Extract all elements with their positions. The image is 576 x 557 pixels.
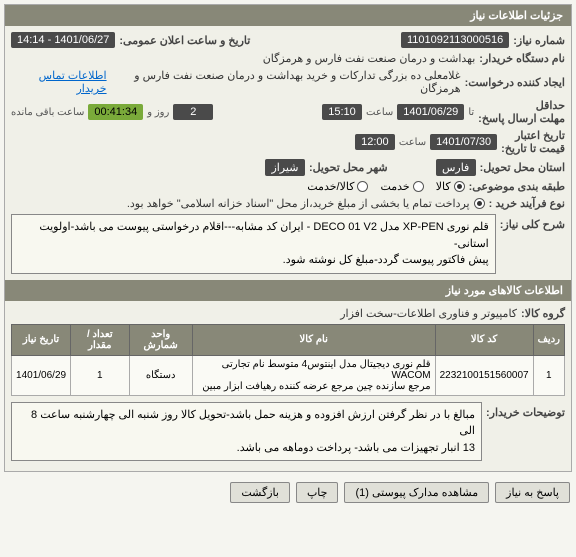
delivery-city-label: شهر محل تحویل: xyxy=(309,161,388,174)
cell-unit: دستگاه xyxy=(129,355,192,395)
deadline-date: 1401/06/29 xyxy=(397,104,464,120)
delivery-state: فارس xyxy=(436,159,476,176)
col-name: نام کالا xyxy=(192,324,435,355)
row-category: طبقه بندی موضوعی: کالا خدمت کالا/خدمت xyxy=(11,180,565,193)
announce-value: 1401/06/27 - 14:14 xyxy=(11,32,115,48)
deadline-label: حداقل مهلت ارسال پاسخ: xyxy=(478,99,565,125)
goods-group-value: کامپیوتر و فناوری اطلاعات-سخت افزار xyxy=(340,307,517,320)
delivery-state-label: استان محل تحویل: xyxy=(480,161,565,174)
purchase-type-label: نوع فرآیند خرید : xyxy=(489,197,565,210)
radio-service[interactable]: خدمت xyxy=(380,180,423,193)
main-panel: جزئیات اطلاعات نیاز شماره نیاز: 11010921… xyxy=(4,4,572,472)
purchase-type-text: پرداخت تمام یا بخشی از مبلغ خرید،از محل … xyxy=(127,197,470,210)
radio-both-label: کالا/خدمت xyxy=(307,180,354,193)
col-unit: واحد شمارش xyxy=(129,324,192,355)
buyer-value: بهداشت و درمان صنعت نفت فارس و هرمزگان xyxy=(263,52,476,65)
validity-label: تاریخ اعتبار قیمت تا تاریخ: xyxy=(501,129,565,155)
need-number-label: شماره نیاز: xyxy=(513,34,565,47)
need-number-value: 1101092113000516 xyxy=(401,32,509,48)
radio-goods-circle xyxy=(454,181,465,192)
need-desc-box: قلم نوری XP-PEN مدل DECO 01 V2 - ایران ک… xyxy=(11,214,496,274)
category-label: طبقه بندی موضوعی: xyxy=(469,180,565,193)
goods-section-header: اطلاعات کالاهای مورد نیاز xyxy=(5,280,571,301)
cell-qty: 1 xyxy=(71,355,129,395)
row-creator: ایجاد کننده درخواست: غلامعلی ده بزرگی تد… xyxy=(11,69,565,95)
goods-group-label: گروه کالا: xyxy=(521,307,565,320)
cell-idx: 1 xyxy=(533,355,564,395)
contact-link[interactable]: اطلاعات تماس خریدار xyxy=(11,69,107,95)
buyer-notes-box: مبالغ با در نظر گرفتن ارزش افزوده و هزین… xyxy=(11,402,482,462)
goods-table: ردیف کد کالا نام کالا واحد شمارش تعداد /… xyxy=(11,324,565,396)
remaining-suffix: ساعت باقی مانده xyxy=(11,107,84,118)
category-radio-group: کالا خدمت کالا/خدمت xyxy=(307,180,464,193)
row-validity: تاریخ اعتبار قیمت تا تاریخ: 1401/07/30 س… xyxy=(11,129,565,155)
cell-date: 1401/06/29 xyxy=(12,355,71,395)
deadline-time: 15:10 xyxy=(322,104,362,120)
validity-date: 1401/07/30 xyxy=(430,134,497,150)
buyer-notes-label: توضیحات خریدار: xyxy=(486,402,565,419)
day-and-label: روز و xyxy=(147,107,169,118)
radio-service-circle xyxy=(413,181,424,192)
reply-button[interactable]: پاسخ به نیاز xyxy=(495,482,570,503)
creator-value: غلامعلی ده بزرگی تدارکات و خرید بهداشت و… xyxy=(111,69,461,95)
back-button[interactable]: بازگشت xyxy=(230,482,290,503)
col-qty: تعداد / مقدار xyxy=(71,324,129,355)
col-code: کد کالا xyxy=(435,324,533,355)
panel-body: شماره نیاز: 1101092113000516 تاریخ و ساع… xyxy=(5,26,571,471)
hour-label-1: ساعت xyxy=(366,107,393,118)
row-need-desc: شرح کلی نیاز: قلم نوری XP-PEN مدل DECO 0… xyxy=(11,214,565,274)
validity-time: 12:00 xyxy=(355,134,395,150)
buyer-label: نام دستگاه خریدار: xyxy=(479,52,565,65)
panel-title: جزئیات اطلاعات نیاز xyxy=(5,5,571,26)
radio-both[interactable]: کالا/خدمت xyxy=(307,180,368,193)
radio-service-label: خدمت xyxy=(380,180,409,193)
radio-goods[interactable]: کالا xyxy=(436,180,465,193)
radio-goods-label: کالا xyxy=(436,180,451,193)
row-buyer-notes: توضیحات خریدار: مبالغ با در نظر گرفتن ار… xyxy=(11,402,565,462)
until-label: تا xyxy=(468,107,474,118)
row-goods-group: گروه کالا: کامپیوتر و فناوری اطلاعات-سخت… xyxy=(11,307,565,320)
need-desc-label: شرح کلی نیاز: xyxy=(500,214,565,231)
purchase-type-radio[interactable] xyxy=(474,198,485,209)
remaining-time: 00:41:34 xyxy=(88,104,143,120)
row-delivery: استان محل تحویل: فارس شهر محل تحویل: شیر… xyxy=(11,159,565,176)
col-idx: ردیف xyxy=(533,324,564,355)
table-header-row: ردیف کد کالا نام کالا واحد شمارش تعداد /… xyxy=(12,324,565,355)
col-date: تاریخ نیاز xyxy=(12,324,71,355)
cell-name: قلم نوری دیجیتال مدل اینتوس4 متوسط نام ت… xyxy=(192,355,435,395)
cell-code: 2232100151560007 xyxy=(435,355,533,395)
remaining-days: 2 xyxy=(173,104,213,120)
delivery-city: شیراز xyxy=(265,159,305,176)
print-button[interactable]: چاپ xyxy=(296,482,339,503)
row-deadline: حداقل مهلت ارسال پاسخ: تا 1401/06/29 ساع… xyxy=(11,99,565,125)
radio-both-circle xyxy=(357,181,368,192)
hour-label-2: ساعت xyxy=(399,137,426,148)
row-need-number: شماره نیاز: 1101092113000516 تاریخ و ساع… xyxy=(11,32,565,48)
row-purchase-type: نوع فرآیند خرید : پرداخت تمام یا بخشی از… xyxy=(11,197,565,210)
creator-label: ایجاد کننده درخواست: xyxy=(465,76,565,89)
announce-label: تاریخ و ساعت اعلان عمومی: xyxy=(119,34,250,47)
attachments-button[interactable]: مشاهده مدارک پیوستی (1) xyxy=(344,482,489,503)
table-row: 1 2232100151560007 قلم نوری دیجیتال مدل … xyxy=(12,355,565,395)
button-bar: پاسخ به نیاز مشاهده مدارک پیوستی (1) چاپ… xyxy=(0,476,576,509)
row-buyer: نام دستگاه خریدار: بهداشت و درمان صنعت ن… xyxy=(11,52,565,65)
